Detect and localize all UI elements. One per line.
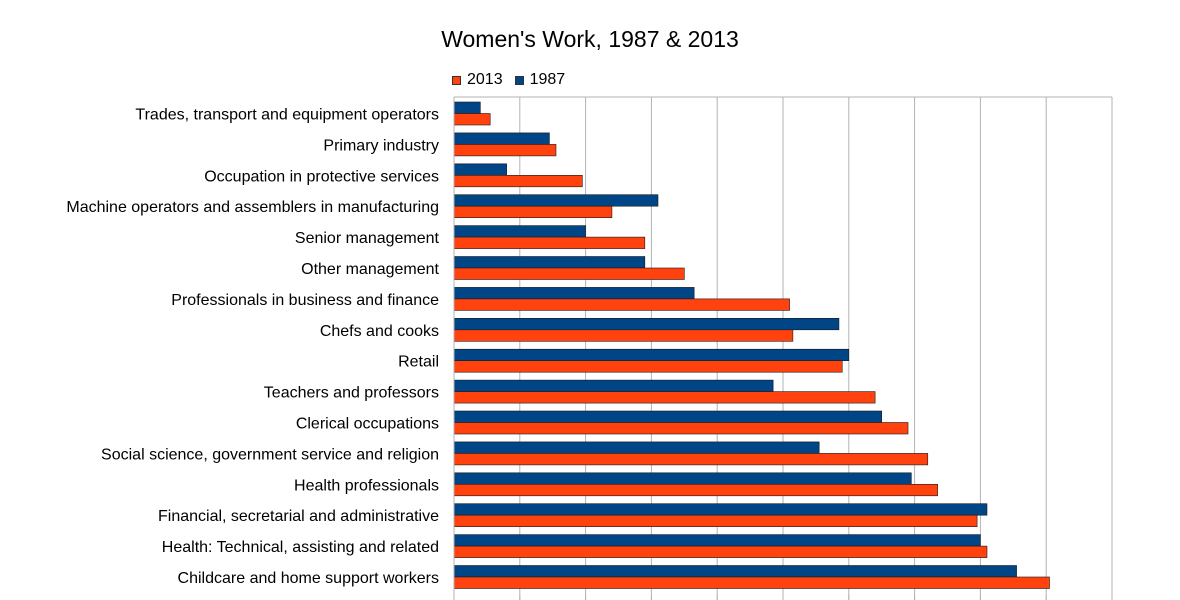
chart-title: Women's Work, 1987 & 2013 [441, 26, 739, 52]
category-label: Financial, secretarial and administrativ… [158, 508, 439, 525]
category-label: Machine operators and assemblers in manu… [66, 199, 439, 216]
category-label: Health: Technical, assisting and related [162, 539, 439, 556]
bar-2013 [453, 298, 790, 311]
bar-1987 [453, 101, 481, 114]
bar-1987 [453, 194, 659, 207]
category-label: Senior management [295, 230, 440, 247]
bar-2013 [453, 205, 613, 218]
bar-2013 [453, 113, 491, 126]
legend-item-2013: 2013 [452, 71, 503, 89]
category-label: Other management [301, 261, 439, 278]
category-label: Chefs and cooks [320, 323, 439, 340]
bar-1987 [453, 317, 840, 331]
bar-2013 [453, 175, 583, 188]
bar-2013 [453, 144, 557, 157]
category-label: Professionals in business and finance [171, 292, 439, 309]
bar-2013 [453, 576, 1050, 589]
legend: 2013 1987 [452, 70, 577, 90]
category-label: Teachers and professors [264, 385, 439, 402]
bar-1987 [453, 287, 695, 300]
bar-2013 [453, 483, 938, 497]
bar-2013 [453, 236, 646, 249]
category-label: Occupation in protective services [204, 168, 439, 185]
bar-1987 [453, 132, 550, 145]
bar-1987 [453, 379, 774, 392]
bar-2013 [453, 453, 929, 466]
legend-swatch-1987 [514, 75, 524, 85]
bar-1987 [453, 410, 883, 423]
category-label: Retail [398, 354, 439, 371]
bar-2013 [453, 422, 909, 435]
bar-1987 [453, 163, 507, 176]
bar-1987 [453, 472, 912, 485]
category-label: Trades, transport and equipment operator… [135, 107, 439, 124]
category-label: Clerical occupations [296, 416, 439, 433]
bar-1987 [453, 565, 1017, 578]
bar-2013 [453, 514, 978, 528]
bar-2013 [453, 391, 876, 404]
bar-2013 [453, 267, 685, 280]
bar-2013 [453, 329, 794, 342]
legend-item-1987: 1987 [514, 71, 566, 89]
bar-1987 [453, 441, 820, 454]
bar-1987 [453, 348, 850, 362]
category-label: Primary industry [323, 137, 439, 154]
category-label: Health professionals [294, 477, 439, 494]
bar-1987 [453, 503, 988, 516]
bar-1987 [453, 225, 586, 238]
legend-label-1987: 1987 [529, 71, 566, 88]
legend-swatch-2013 [452, 75, 461, 85]
legend-label-2013: 2013 [467, 71, 503, 88]
bar-1987 [453, 256, 646, 269]
category-label: Social science, government service and r… [101, 446, 439, 463]
bar-2013 [453, 545, 988, 558]
bar-1987 [453, 534, 981, 547]
category-label: Childcare and home support workers [178, 570, 439, 587]
bar-2013 [453, 360, 843, 373]
